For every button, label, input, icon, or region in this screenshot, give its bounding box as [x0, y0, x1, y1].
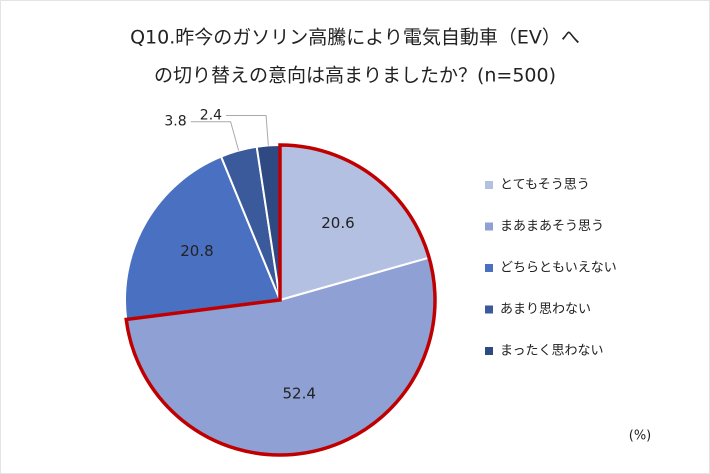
pie-slice — [124, 155, 282, 321]
legend-label: どちらともいえない — [500, 261, 617, 276]
leader-line — [226, 115, 269, 146]
data-label: 20.6 — [321, 214, 354, 232]
legend-swatch — [485, 181, 493, 189]
chart-title: の切り替えの意向は高まりましたか？(n=500) — [154, 65, 556, 87]
legend-swatch — [485, 305, 493, 314]
legend-swatch — [485, 264, 493, 272]
legend-label: まあまあそう思う — [500, 219, 604, 234]
data-label: 20.8 — [180, 242, 213, 260]
legend-swatch — [485, 347, 493, 355]
data-label: 52.4 — [282, 385, 315, 403]
data-label: 2.4 — [200, 108, 222, 124]
leader-line — [190, 121, 240, 151]
highlight-outline — [124, 143, 437, 457]
legend-swatch — [485, 222, 493, 231]
chart-title: Q10.昨今のガソリン高騰により電気自動車（EV）へ — [130, 27, 580, 49]
legend-label: とてもそう思う — [500, 178, 590, 193]
unit-label: (%) — [629, 429, 652, 444]
legend-label: あまり思わない — [500, 302, 591, 317]
legend-label: まったく思わない — [500, 344, 603, 359]
data-label: 3.8 — [164, 114, 186, 130]
